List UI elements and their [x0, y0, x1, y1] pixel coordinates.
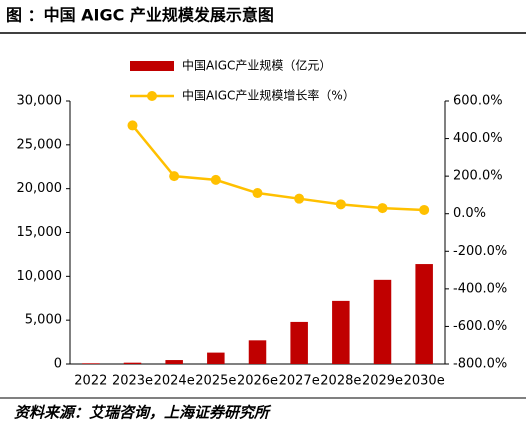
line-marker — [127, 120, 138, 131]
bar — [248, 340, 267, 364]
x-tick-label: 2025e — [195, 374, 236, 389]
x-tick-label: 2026e — [237, 374, 278, 389]
legend-label: 中国AIGC产业规模（亿元） — [182, 58, 331, 73]
line-marker — [335, 199, 346, 210]
x-tick-label: 2028e — [320, 374, 361, 389]
y2-tick-label: 600.0% — [453, 94, 503, 109]
line-marker — [294, 193, 305, 204]
x-tick-label: 2024e — [154, 374, 195, 389]
bar — [373, 279, 392, 364]
bar — [82, 363, 100, 364]
legend-swatch — [147, 91, 157, 101]
y2-tick-label: -600.0% — [453, 319, 507, 334]
y2-tick-label: -800.0% — [453, 357, 507, 372]
bar — [123, 362, 142, 364]
source-note: 资料来源：艾瑞咨询，上海证券研究所 — [14, 404, 272, 422]
line-marker — [252, 188, 263, 199]
chart-title: 图 ：中国 AIGC 产业规模发展示意图 — [6, 6, 274, 25]
y-tick-label: 30,000 — [17, 94, 63, 109]
y-tick-label: 10,000 — [17, 269, 63, 284]
x-tick-label: 2030e — [404, 374, 445, 389]
legend-swatch — [130, 61, 174, 71]
x-tick-label: 2029e — [362, 374, 403, 389]
x-tick-label: 2022 — [74, 374, 107, 389]
legend-label: 中国AIGC产业规模增长率（%） — [182, 88, 355, 103]
y2-tick-label: -200.0% — [453, 244, 507, 259]
y2-tick-label: 200.0% — [453, 169, 503, 184]
x-tick-label: 2023e — [112, 374, 153, 389]
y-tick-label: 25,000 — [17, 137, 63, 152]
line-marker — [419, 204, 430, 215]
line-marker — [210, 174, 221, 185]
y-tick-label: 0 — [54, 357, 62, 372]
line-marker — [377, 203, 388, 214]
y-tick-label: 5,000 — [25, 313, 62, 328]
y2-tick-label: 400.0% — [453, 131, 503, 146]
y-tick-label: 15,000 — [17, 225, 63, 240]
bar — [165, 360, 183, 364]
bar — [290, 321, 308, 364]
x-tick-label: 2027e — [279, 374, 320, 389]
y-tick-label: 20,000 — [17, 181, 63, 196]
line-marker — [169, 171, 180, 182]
bar — [415, 264, 433, 364]
bar — [207, 352, 225, 364]
line — [131, 124, 425, 212]
y2-tick-label: -400.0% — [453, 281, 507, 296]
y2-tick-label: 0.0% — [453, 206, 486, 221]
bar — [332, 300, 350, 364]
